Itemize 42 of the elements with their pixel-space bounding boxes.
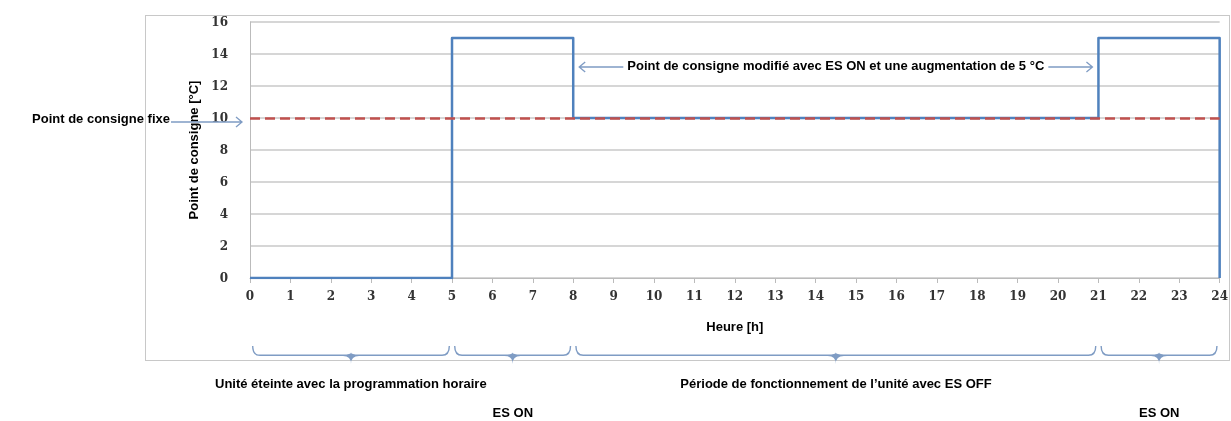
x-tick-label: 18 xyxy=(968,289,986,303)
x-tick-label: 20 xyxy=(1049,289,1067,303)
x-tick-label: 24 xyxy=(1211,289,1228,303)
x-tick-label: 17 xyxy=(928,289,946,303)
x-tick-label: 14 xyxy=(807,289,824,303)
x-tick-label: 13 xyxy=(766,289,784,303)
annotation: Point de consigne modifié avec ES ON et une augmentation de 5 °C xyxy=(625,58,1047,73)
x-tick-label: 22 xyxy=(1130,289,1148,303)
text: ES ON xyxy=(490,405,536,420)
x-tick-label: 3 xyxy=(367,289,376,303)
x-tick-label: 16 xyxy=(888,289,905,303)
y-tick-label: 4 xyxy=(219,207,228,221)
y-axis-title: Point de consigne [°C] xyxy=(186,80,202,220)
x-tick-label: 19 xyxy=(1009,289,1026,303)
x-tick-label: 7 xyxy=(528,289,537,303)
x-tick-label: 23 xyxy=(1170,289,1188,303)
text: ES ON xyxy=(1137,405,1182,420)
x-tick-label: 1 xyxy=(286,289,295,303)
x-tick-label: 12 xyxy=(726,289,744,303)
x-tick-label: 9 xyxy=(609,289,618,303)
x-tick-label: 8 xyxy=(569,289,578,303)
x-tick-label: 0 xyxy=(245,289,255,303)
y-tick-label: 12 xyxy=(211,79,228,93)
y-tick-label: 14 xyxy=(211,47,228,61)
x-tick-label: 15 xyxy=(847,289,865,303)
y-tick-label: 0 xyxy=(219,271,228,285)
y-tick-label: 2 xyxy=(219,239,228,253)
text: Unité éteinte avec la programmation horaire xyxy=(213,376,489,391)
y-tick-label: 6 xyxy=(219,175,228,189)
x-tick-label: 2 xyxy=(326,289,335,303)
x-tick-label: 21 xyxy=(1090,289,1107,303)
x-tick-label: 11 xyxy=(686,289,703,303)
text: Période de fonctionnement de l’unité avec ES OFF xyxy=(678,376,994,391)
y-tick-label: 10 xyxy=(211,111,228,125)
x-axis-title: Heure [h] xyxy=(706,319,764,334)
y-tick-label: 16 xyxy=(211,15,228,29)
x-tick-label: 5 xyxy=(447,289,457,303)
x-tick-label: 6 xyxy=(488,289,497,303)
y-tick-label: 8 xyxy=(219,143,228,157)
x-tick-label: 4 xyxy=(407,289,416,303)
x-tick-label: 10 xyxy=(645,289,663,303)
ref-line-label: Point de consigne fixe xyxy=(32,110,170,126)
